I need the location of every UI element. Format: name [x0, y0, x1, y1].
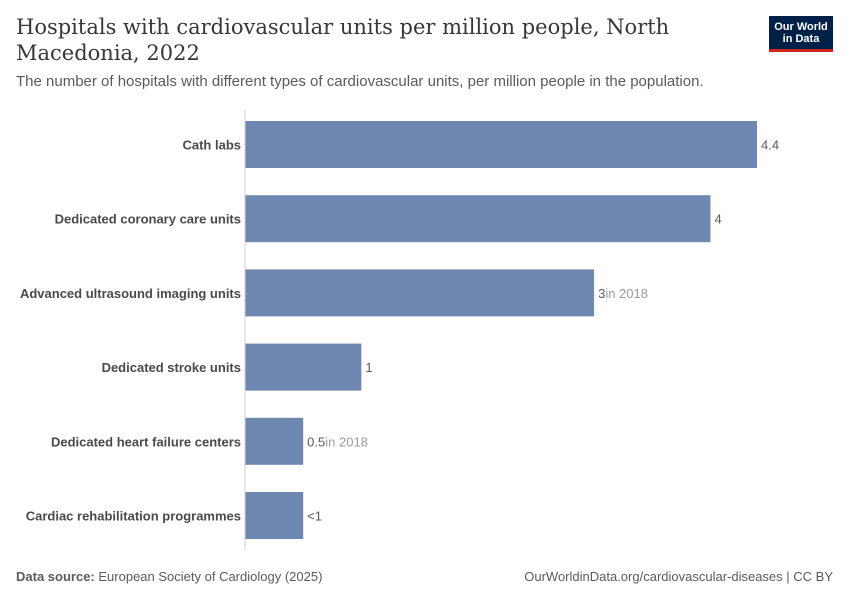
- bar[interactable]: [245, 343, 362, 391]
- category-label: Dedicated heart failure centers: [51, 434, 241, 449]
- source-url[interactable]: OurWorldinData.org/cardiovascular-diseas…: [524, 569, 833, 584]
- value-label: 4.4: [761, 138, 779, 153]
- category-label: Cardiac rehabilitation programmes: [26, 509, 241, 524]
- bar-chart: Cath labs 4.4 Dedicated coronary care unit…: [20, 110, 779, 550]
- value-label: 1: [365, 360, 372, 375]
- bar[interactable]: [245, 121, 757, 168]
- value-label: 3in 2018: [598, 286, 648, 301]
- category-label: Dedicated coronary care units: [55, 212, 241, 227]
- value-note: in 2018: [605, 286, 648, 301]
- data-source-label: Data source:: [16, 569, 95, 584]
- category-label: Advanced ultrasound imaging units: [20, 286, 241, 301]
- bar[interactable]: [245, 417, 304, 465]
- bar[interactable]: [245, 195, 711, 243]
- chart-subtitle: The number of hospitals with different t…: [16, 73, 704, 90]
- value-label: 0.5in 2018: [307, 434, 368, 449]
- value-note: in 2018: [325, 434, 368, 449]
- chart-title: Hospitals with cardiovascular units per …: [16, 15, 670, 65]
- category-label: Dedicated stroke units: [102, 360, 241, 375]
- bar[interactable]: [245, 492, 304, 539]
- value-label: <1: [307, 509, 322, 524]
- logo-line-1: Our World: [774, 21, 828, 33]
- data-source-text[interactable]: European Society of Cardiology (2025): [98, 569, 323, 584]
- value-label: 4: [714, 212, 721, 227]
- logo-line-2: in Data: [782, 33, 820, 45]
- data-source: Data source: European Society of Cardiol…: [16, 569, 322, 584]
- category-label: Cath labs: [182, 138, 241, 153]
- owid-logo[interactable]: Our World in Data: [769, 16, 833, 52]
- bar[interactable]: [245, 269, 595, 317]
